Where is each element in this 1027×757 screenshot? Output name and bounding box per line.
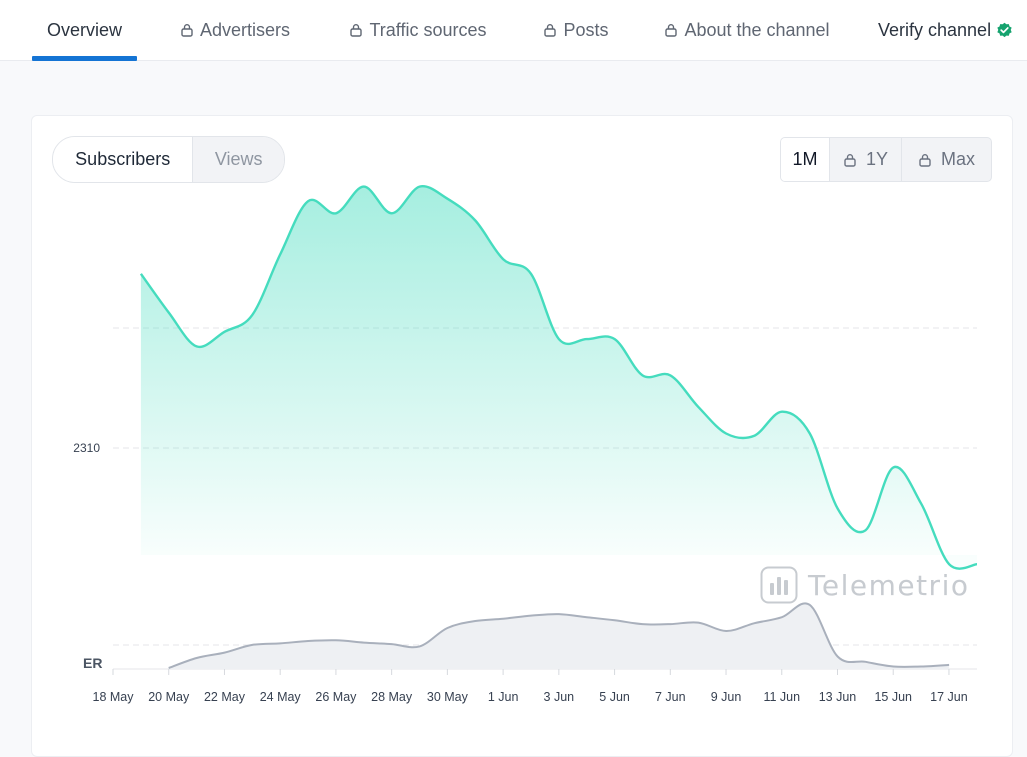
range-toggle: 1M 1Y Max	[780, 137, 992, 182]
x-tick-label: 30 May	[427, 690, 469, 704]
x-tick-label: 7 Jun	[655, 690, 686, 704]
x-tick-label: 3 Jun	[544, 690, 575, 704]
tab-about-label: About the channel	[684, 19, 830, 40]
tab-traffic-sources-label: Traffic sources	[369, 19, 487, 40]
x-tick-label: 13 Jun	[819, 690, 857, 704]
bar-chart-icon	[760, 566, 798, 604]
tab-verify-channel[interactable]: Verify channel	[878, 0, 1027, 60]
lock-icon	[180, 23, 194, 37]
x-tick-label: 28 May	[371, 690, 413, 704]
x-tick-label: 1 Jun	[488, 690, 519, 704]
range-1m-button[interactable]: 1M	[781, 138, 829, 181]
y-tick-label: 2310	[73, 441, 100, 455]
tab-verify-label: Verify channel	[878, 19, 992, 40]
tab-traffic-sources[interactable]: Traffic sources	[336, 0, 500, 60]
er-area	[168, 603, 950, 669]
views-option[interactable]: Views	[192, 137, 284, 182]
range-max-label: Max	[940, 149, 975, 169]
x-tick-label: 17 Jun	[930, 690, 968, 704]
x-tick-label: 15 Jun	[874, 690, 912, 704]
channel-tabs: Overview Advertisers Traffic sources Pos…	[0, 0, 1027, 61]
subscribers-area	[140, 186, 977, 569]
check-badge-icon	[996, 22, 1013, 39]
tab-advertisers-label: Advertisers	[199, 19, 291, 40]
tab-posts[interactable]: Posts	[535, 0, 617, 60]
x-tick-label: 26 May	[315, 690, 357, 704]
subscribers-option[interactable]: Subscribers	[53, 137, 193, 182]
er-line	[168, 602, 950, 669]
tab-posts-label: Posts	[563, 19, 609, 40]
range-1y-button[interactable]: 1Y	[829, 138, 901, 181]
range-max-button[interactable]: Max	[901, 138, 991, 181]
lock-icon	[843, 153, 857, 167]
er-axis-label: ER	[83, 655, 102, 671]
range-1m-label: 1M	[792, 149, 818, 169]
lock-icon	[543, 23, 557, 37]
range-1y-label: 1Y	[865, 149, 889, 169]
lock-icon	[918, 153, 932, 167]
metric-toggle: Subscribers Views	[52, 136, 285, 183]
views-label: Views	[214, 149, 263, 169]
lock-icon	[349, 23, 363, 37]
x-tick-label: 24 May	[260, 690, 302, 704]
tab-about-the-channel[interactable]: About the channel	[652, 0, 842, 60]
lock-icon	[664, 23, 678, 37]
watermark-text: Telemetrio	[808, 568, 970, 602]
telemetrio-watermark: Telemetrio	[760, 566, 969, 604]
subscribers-label: Subscribers	[75, 149, 171, 169]
tab-overview-label: Overview	[46, 19, 122, 40]
x-tick-label: 20 May	[148, 690, 190, 704]
tab-overview[interactable]: Overview	[32, 0, 137, 60]
x-tick-label: 18 May	[93, 690, 135, 704]
subscribers-line	[139, 185, 978, 570]
x-tick-label: 5 Jun	[599, 690, 630, 704]
x-tick-label: 22 May	[204, 690, 246, 704]
tab-advertisers[interactable]: Advertisers	[168, 0, 302, 60]
x-tick-label: 9 Jun	[711, 690, 742, 704]
active-tab-indicator	[32, 56, 137, 61]
x-tick-label: 11 Jun	[763, 690, 800, 704]
